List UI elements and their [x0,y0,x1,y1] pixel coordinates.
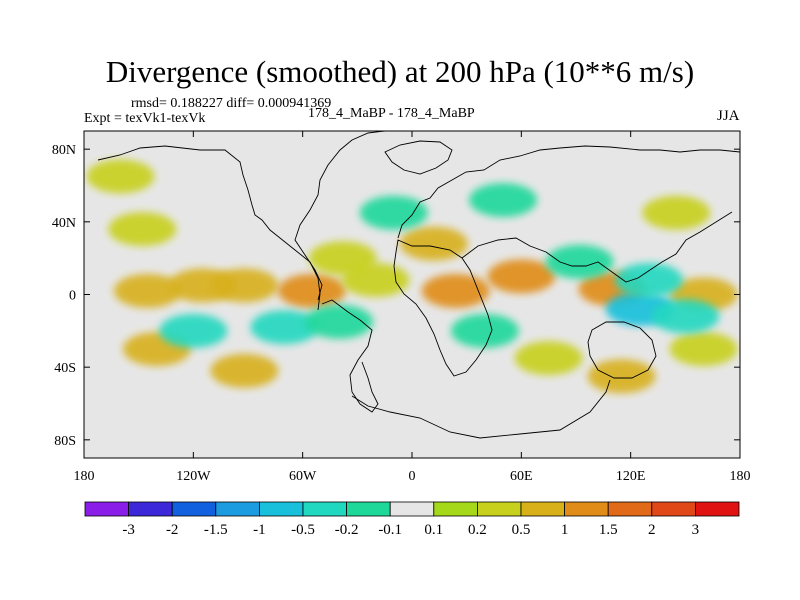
colorbar-label: -0.2 [335,522,359,538]
x-tick-label: 120W [176,469,211,484]
colorbar-swatch [128,501,173,517]
colorbar-label: 1.5 [599,522,618,538]
colorbar-swatch [302,501,347,517]
chart-title: Divergence (smoothed) at 200 hPa (10**6 … [105,54,695,89]
coastline-antarctica [351,379,611,439]
colorbar-label: 0.5 [512,522,531,538]
y-tick-label: 80N [52,143,76,158]
colorbar-swatch [607,501,653,517]
coastline-africa [393,239,493,377]
divergence-cell [587,359,656,394]
season-label: JJA [717,108,740,124]
colorbar-swatch [346,501,391,517]
divergence-cell [399,226,468,261]
colorbar-label: 2 [648,522,656,538]
x-tick-label: 0 [409,469,416,484]
colorbar-swatch [520,501,565,517]
divergence-cell [642,195,711,230]
coastline-asia-south [461,211,733,283]
divergence-cell [450,313,519,348]
coastline-south-america [321,299,379,413]
case-label: 178_4_MaBP - 178_4_MaBP [308,106,475,121]
divergence-cell [341,262,410,297]
stats-label: rmsd= 0.188227 diff= 0.000941369 [131,96,332,111]
divergence-cell [651,299,720,334]
divergence-cell [159,313,228,348]
x-tick-label: 60E [510,469,533,484]
colorbar-swatch [258,501,304,517]
divergence-cell [210,353,279,388]
y-tick-label: 40N [52,216,76,231]
colorbar-label: -2 [166,522,179,538]
colorbar-label: 0.1 [424,522,443,538]
divergence-cell [514,341,583,376]
x-tick-label: 120E [616,469,646,484]
divergence-cell [487,259,556,294]
colorbar-swatch [171,501,217,517]
colorbar-swatch [651,501,696,517]
colorbar-swatch [476,501,522,517]
coastline-europe-africa [397,145,740,239]
colorbar-label: -0.5 [291,522,315,538]
divergence-cell [113,273,182,308]
x-tick-label: 180 [730,469,751,484]
x-tick-label: 180 [74,469,95,484]
divergence-field [86,159,738,394]
divergence-cell [86,159,155,194]
colorbar-label: -3 [122,522,135,538]
colorbar-label: 3 [692,522,700,538]
divergence-cell [250,310,319,345]
y-tick-label: 80S [54,434,76,449]
colorbar-label: -1 [253,522,266,538]
colorbar-swatch [433,501,478,517]
divergence-cell [545,244,614,279]
colorbar-swatch [84,501,129,517]
colorbar-label: -1.5 [204,522,228,538]
divergence-cell [469,183,538,218]
y-tick-label: 40S [54,361,76,376]
divergence-cell [614,262,683,297]
divergence-cell [359,195,428,230]
colorbar-label: -0.1 [378,522,402,538]
experiment-label: Expt = texVk1-texVk [84,111,206,126]
divergence-cell [421,273,490,308]
axes: 180 120W 60W 0 60E 120E 180 80N 40N 0 40S 80S [52,131,751,484]
colorbar-swatch [389,501,435,517]
y-tick-label: 0 [69,289,76,304]
colorbar-swatch [564,501,609,517]
x-tick-label: 60W [289,469,317,484]
colorbar-label: 0.2 [468,522,487,538]
divergence-cell [108,212,177,247]
divergence-cell [277,273,346,308]
colorbar-swatch [215,501,260,517]
coastline-australia [587,321,657,379]
coastline [97,131,740,439]
coastline-north-america-east [294,131,386,301]
divergence-cell [669,332,738,366]
colorbar-label: 1 [561,522,569,538]
coastline-greenland [384,140,453,175]
colorbar-swatch [695,501,740,517]
divergence-cell [305,304,374,339]
divergence-cell [210,268,279,303]
colorbar: -3 -2 -1.5 -1 -0.5 -0.2 -0.1 0.1 0.2 0.5 1 1.5 2 3 [84,501,740,538]
